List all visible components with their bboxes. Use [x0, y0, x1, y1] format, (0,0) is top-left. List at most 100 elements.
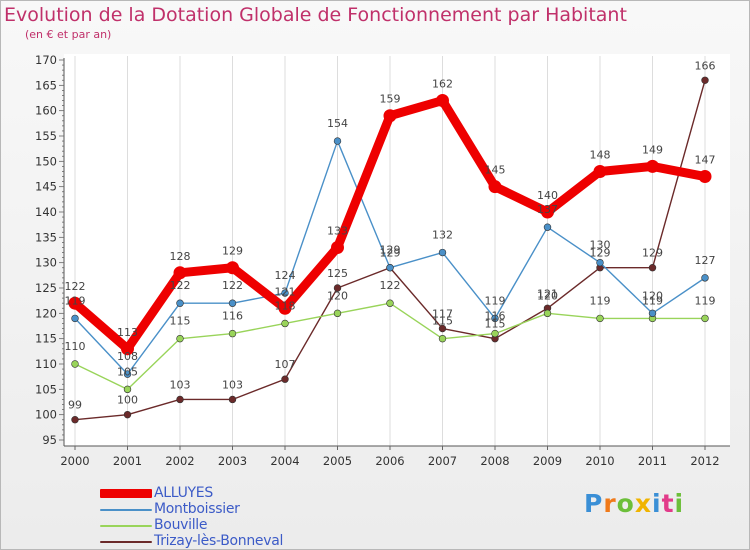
data-label-1-9: 137: [537, 203, 558, 216]
data-label-1-4: 124: [275, 269, 296, 282]
y-tick-label-135: 135: [35, 230, 57, 244]
data-point-2-2: [176, 334, 184, 343]
y-tick-label-170: 170: [35, 53, 57, 67]
x-tick-label-2011: 2011: [638, 454, 667, 468]
data-point-1-4: [281, 289, 289, 297]
data-point-2-8: [491, 329, 499, 338]
x-tick-label-2001: 2001: [113, 454, 142, 468]
data-point-2-6: [386, 299, 394, 307]
data-point-1-2: [176, 299, 184, 307]
data-label-0-8: 145: [485, 164, 506, 177]
legend-label-montboissier: Montboissier: [154, 501, 240, 517]
data-point-2-1: [123, 385, 132, 394]
data-point-3-3: [228, 395, 237, 404]
data-point-3-2: [176, 395, 184, 404]
data-label-1-1: 108: [117, 350, 138, 363]
data-label-3-2: 103: [170, 378, 191, 391]
data-point-1-11: [648, 309, 657, 318]
data-label-2-11: 119: [642, 294, 663, 307]
y-tick-label-130: 130: [35, 256, 57, 270]
data-point-0-6: [383, 109, 397, 123]
legend-label-alluyes: ALLUYES: [154, 485, 213, 501]
data-point-3-4: [281, 375, 289, 383]
data-point-1-0: [71, 314, 79, 323]
x-tick-label-2009: 2009: [533, 454, 562, 468]
data-point-2-3: [228, 329, 237, 338]
data-label-2-6: 122: [380, 279, 401, 292]
y-tick-label-125: 125: [35, 281, 57, 295]
data-point-2-5: [333, 309, 342, 318]
data-label-0-1: 113: [117, 326, 138, 339]
data-label-0-2: 128: [170, 250, 191, 263]
data-point-1-8: [491, 314, 499, 323]
data-point-0-3: [226, 261, 239, 275]
data-label-1-11: 120: [642, 289, 663, 302]
x-tick-label-2000: 2000: [60, 454, 89, 468]
data-point-2-7: [438, 334, 447, 343]
data-point-0-11: [646, 159, 659, 173]
data-label-3-11: 129: [642, 247, 663, 260]
data-label-0-4: 121: [275, 285, 296, 298]
data-point-3-7: [438, 324, 447, 333]
data-label-2-5: 120: [327, 289, 348, 302]
logo-letter: P: [584, 489, 604, 518]
logo-letter: i: [674, 489, 685, 518]
y-tick-label-150: 150: [35, 154, 57, 168]
data-label-2-2: 115: [170, 315, 191, 328]
data-label-2-7: 115: [432, 315, 453, 328]
data-label-1-5: 154: [327, 117, 348, 130]
y-tick-label-95: 95: [42, 433, 57, 447]
data-point-0-4: [278, 301, 292, 315]
logo-letter: i: [652, 489, 662, 518]
data-label-1-12: 127: [695, 254, 716, 267]
x-tick-label-2008: 2008: [480, 454, 509, 468]
data-point-1-3: [228, 299, 237, 307]
data-label-2-0: 110: [65, 340, 86, 353]
data-label-3-0: 99: [68, 399, 82, 412]
data-point-2-12: [701, 314, 709, 323]
legend-label-trizay: Trizay-lès-Bonneval: [154, 533, 284, 549]
chart-title: Evolution de la Dotation Globale de Fonc…: [4, 4, 627, 26]
data-label-0-3: 129: [222, 245, 243, 258]
data-label-1-7: 132: [432, 229, 453, 242]
data-label-3-3: 103: [222, 378, 243, 391]
logo-letter: o: [616, 489, 635, 518]
data-point-3-5: [333, 284, 342, 292]
data-point-3-11: [648, 264, 657, 272]
data-point-1-6: [386, 264, 394, 272]
x-tick-label-2003: 2003: [218, 454, 247, 468]
data-label-0-12: 147: [695, 154, 716, 167]
data-label-0-11: 149: [642, 143, 663, 156]
data-point-3-12: [701, 76, 709, 84]
data-point-3-1: [123, 410, 132, 419]
logo-letter: t: [661, 489, 675, 518]
data-label-1-6: 129: [380, 244, 401, 257]
data-label-3-10: 129: [590, 247, 611, 260]
y-tick-label-105: 105: [35, 382, 57, 396]
y-tick-label-145: 145: [35, 180, 57, 194]
y-tick-label-120: 120: [35, 306, 57, 320]
data-label-0-6: 159: [380, 93, 401, 106]
y-tick-label-140: 140: [35, 205, 57, 219]
data-label-3-8: 115: [485, 318, 506, 331]
data-point-1-1: [123, 370, 132, 378]
data-label-3-4: 107: [275, 358, 296, 371]
data-label-0-0: 122: [65, 280, 86, 293]
data-label-1-2: 122: [170, 279, 191, 292]
logo-letter: r: [603, 489, 617, 518]
data-label-3-6: 129: [380, 247, 401, 260]
y-tick-label-160: 160: [35, 104, 57, 118]
y-tick-label-110: 110: [35, 357, 57, 371]
legend-swatch-trizay: [100, 541, 152, 543]
data-point-0-1: [121, 342, 134, 356]
data-label-0-10: 148: [590, 148, 611, 161]
chart-subtitle: (en € et par an): [25, 28, 112, 41]
data-point-0-10: [593, 164, 607, 178]
legend-label-bouville: Bouville: [154, 517, 208, 533]
data-point-0-0: [68, 296, 82, 310]
data-label-1-10: 130: [590, 239, 611, 252]
data-label-2-3: 116: [222, 310, 243, 323]
data-label-1-8: 119: [485, 294, 506, 307]
data-label-2-8: 116: [485, 310, 506, 323]
